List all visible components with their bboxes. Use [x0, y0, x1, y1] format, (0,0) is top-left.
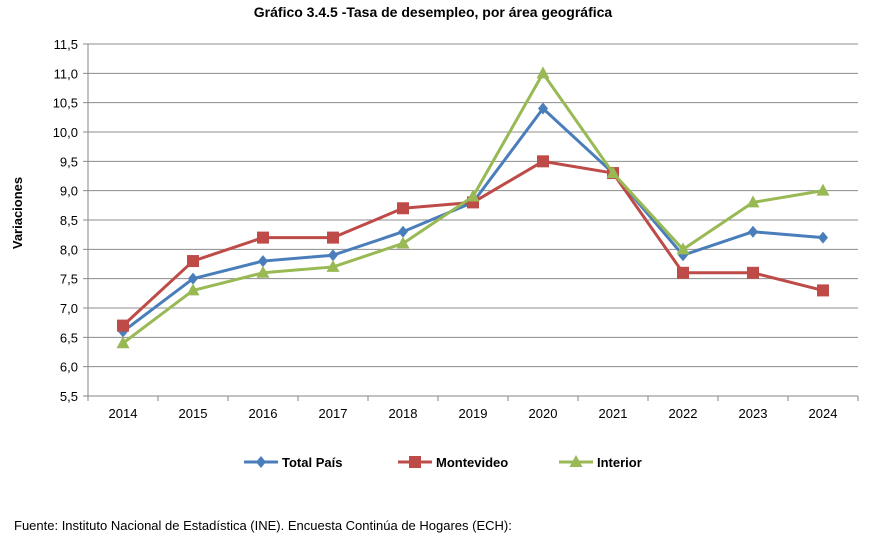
x-tick-label: 2021 [599, 406, 628, 421]
y-tick-label: 11,5 [54, 37, 78, 52]
data-point [748, 225, 758, 238]
y-tick-label: 9,5 [60, 154, 78, 169]
y-tick-label: 10,0 [53, 125, 78, 140]
data-point [569, 455, 583, 467]
data-point [256, 456, 266, 468]
x-tick-label: 2017 [319, 406, 348, 421]
data-point [188, 272, 198, 285]
x-tick-label: 2018 [389, 406, 418, 421]
data-point [257, 231, 269, 244]
legend-item: Total País [244, 455, 342, 470]
y-tick-label: 7,0 [60, 301, 78, 316]
data-point [816, 183, 830, 196]
data-point [397, 202, 409, 215]
data-point [536, 66, 550, 79]
data-point [676, 242, 690, 255]
y-tick-label: 10,5 [53, 96, 78, 111]
data-point [326, 259, 340, 272]
data-point [677, 266, 689, 279]
legend-label: Interior [597, 455, 642, 470]
x-tick-label: 2022 [669, 406, 698, 421]
series-interior [116, 66, 830, 349]
x-tick-label: 2020 [529, 406, 558, 421]
data-point [258, 255, 268, 268]
data-point [256, 265, 270, 278]
data-point [817, 284, 829, 297]
data-point [328, 249, 338, 262]
grid [83, 43, 859, 401]
data-point [818, 231, 828, 244]
data-point [538, 102, 548, 115]
x-tick-label: 2019 [459, 406, 488, 421]
y-tick-label: 11,0 [54, 66, 78, 81]
y-tick-label: 8,0 [60, 242, 78, 257]
data-point [187, 255, 199, 268]
x-tick-label: 2016 [249, 406, 278, 421]
data-point [186, 283, 200, 296]
data-point [117, 319, 129, 332]
x-tick-label: 2014 [109, 406, 138, 421]
y-tick-label: 7,5 [60, 272, 78, 287]
y-axis-ticks: 5,5 6,0 6,5 7,0 7,5 8,0 8,5 9,0 9,5 10,0 10,5 11,0 1… [53, 37, 78, 404]
data-point [116, 336, 130, 349]
legend-label: Montevideo [436, 455, 508, 470]
data-point [606, 166, 620, 179]
series-montevideo [117, 155, 829, 332]
y-tick-label: 8,5 [60, 213, 78, 228]
x-tick-label: 2015 [179, 406, 208, 421]
x-axis-ticks: 2014 2015 2016 2017 2018 2019 2020 2021 2022 2023… [109, 406, 838, 421]
x-tick-label: 2023 [739, 406, 768, 421]
source-note: Fuente: Instituto Nacional de Estadístic… [14, 518, 512, 533]
legend: Total País Montevideo Interior [244, 455, 642, 470]
data-point [466, 189, 480, 202]
data-point [398, 225, 408, 238]
legend-item: Interior [559, 455, 642, 470]
legend-label: Total País [282, 455, 342, 470]
legend-item: Montevideo [398, 455, 508, 470]
series-group [116, 66, 830, 349]
data-point [747, 266, 759, 279]
data-point [746, 195, 760, 208]
y-tick-label: 5,5 [60, 389, 78, 404]
y-tick-label: 9,0 [60, 184, 78, 199]
y-tick-label: 6,5 [60, 330, 78, 345]
data-point [327, 231, 339, 244]
chart-title: Gráfico 3.4.5 -Tasa de desempleo, por ár… [254, 4, 613, 20]
data-point [409, 456, 421, 468]
data-point [396, 236, 410, 249]
x-tick-label: 2024 [809, 406, 838, 421]
y-tick-label: 6,0 [60, 360, 78, 375]
y-axis-label: Variaciones [10, 177, 25, 249]
data-point [537, 155, 549, 168]
